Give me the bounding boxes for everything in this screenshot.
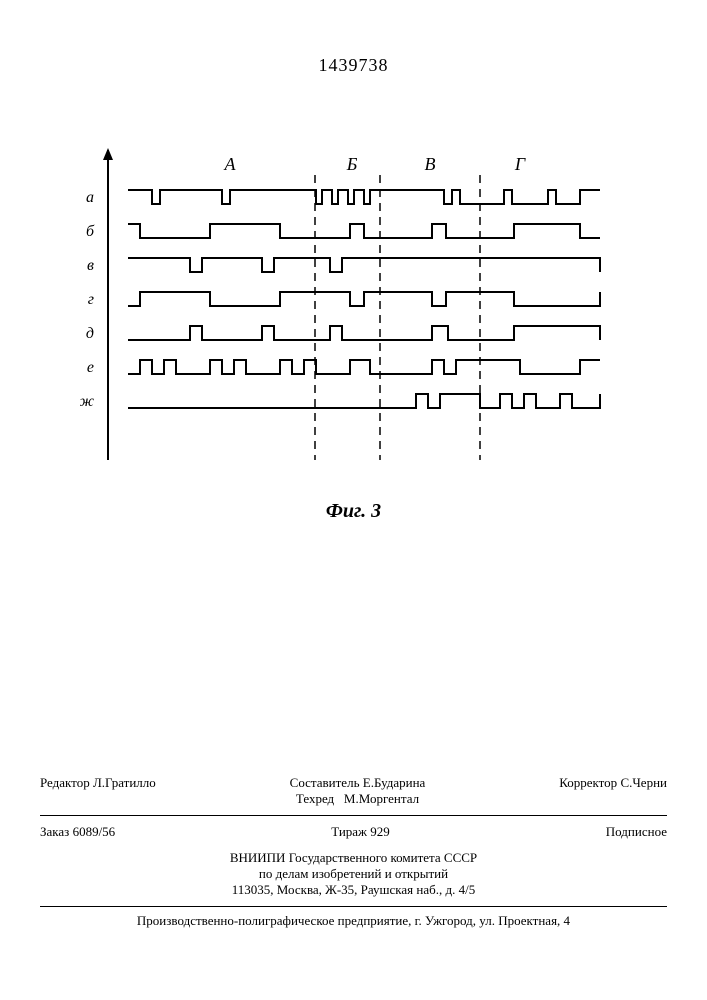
svg-text:А: А [224, 154, 237, 174]
patent-number: 1439738 [0, 55, 707, 76]
circulation: Тираж 929 [331, 824, 390, 840]
svg-text:Б: Б [346, 154, 358, 174]
timing-diagram: А Б В Габвгдеж [80, 140, 620, 480]
credits-row: Редактор Л.Гратилло Составитель Е.Будари… [40, 769, 667, 813]
svg-text:д: д [86, 325, 94, 342]
svg-text:Г: Г [514, 154, 526, 174]
svg-text:в: в [87, 257, 94, 274]
svg-text:В: В [425, 154, 436, 174]
svg-text:а: а [86, 189, 94, 206]
svg-text:г: г [88, 291, 94, 308]
page: 1439738 А Б В Габвгдеж Фиг. 3 Редактор Л.Гр… [0, 0, 707, 1000]
order: Заказ 6089/56 [40, 824, 115, 840]
svg-text:е: е [87, 359, 94, 376]
svg-text:б: б [86, 223, 95, 240]
svg-text:ж: ж [80, 393, 94, 410]
org-block: ВНИИПИ Государственного комитета СССР по… [40, 846, 667, 904]
corrector: Корректор С.Черни [559, 775, 667, 807]
divider [40, 906, 667, 907]
divider [40, 815, 667, 816]
footer-block: Редактор Л.Гратилло Составитель Е.Будари… [40, 769, 667, 935]
compiler-techred: Составитель Е.Бударина Техред М.Моргента… [290, 775, 426, 807]
figure-caption: Фиг. 3 [0, 500, 707, 523]
editor: Редактор Л.Гратилло [40, 775, 156, 807]
press-line: Производственно-полиграфическое предприя… [40, 909, 667, 935]
subscription: Подписное [606, 824, 667, 840]
order-row: Заказ 6089/56 Тираж 929 Подписное [40, 818, 667, 846]
